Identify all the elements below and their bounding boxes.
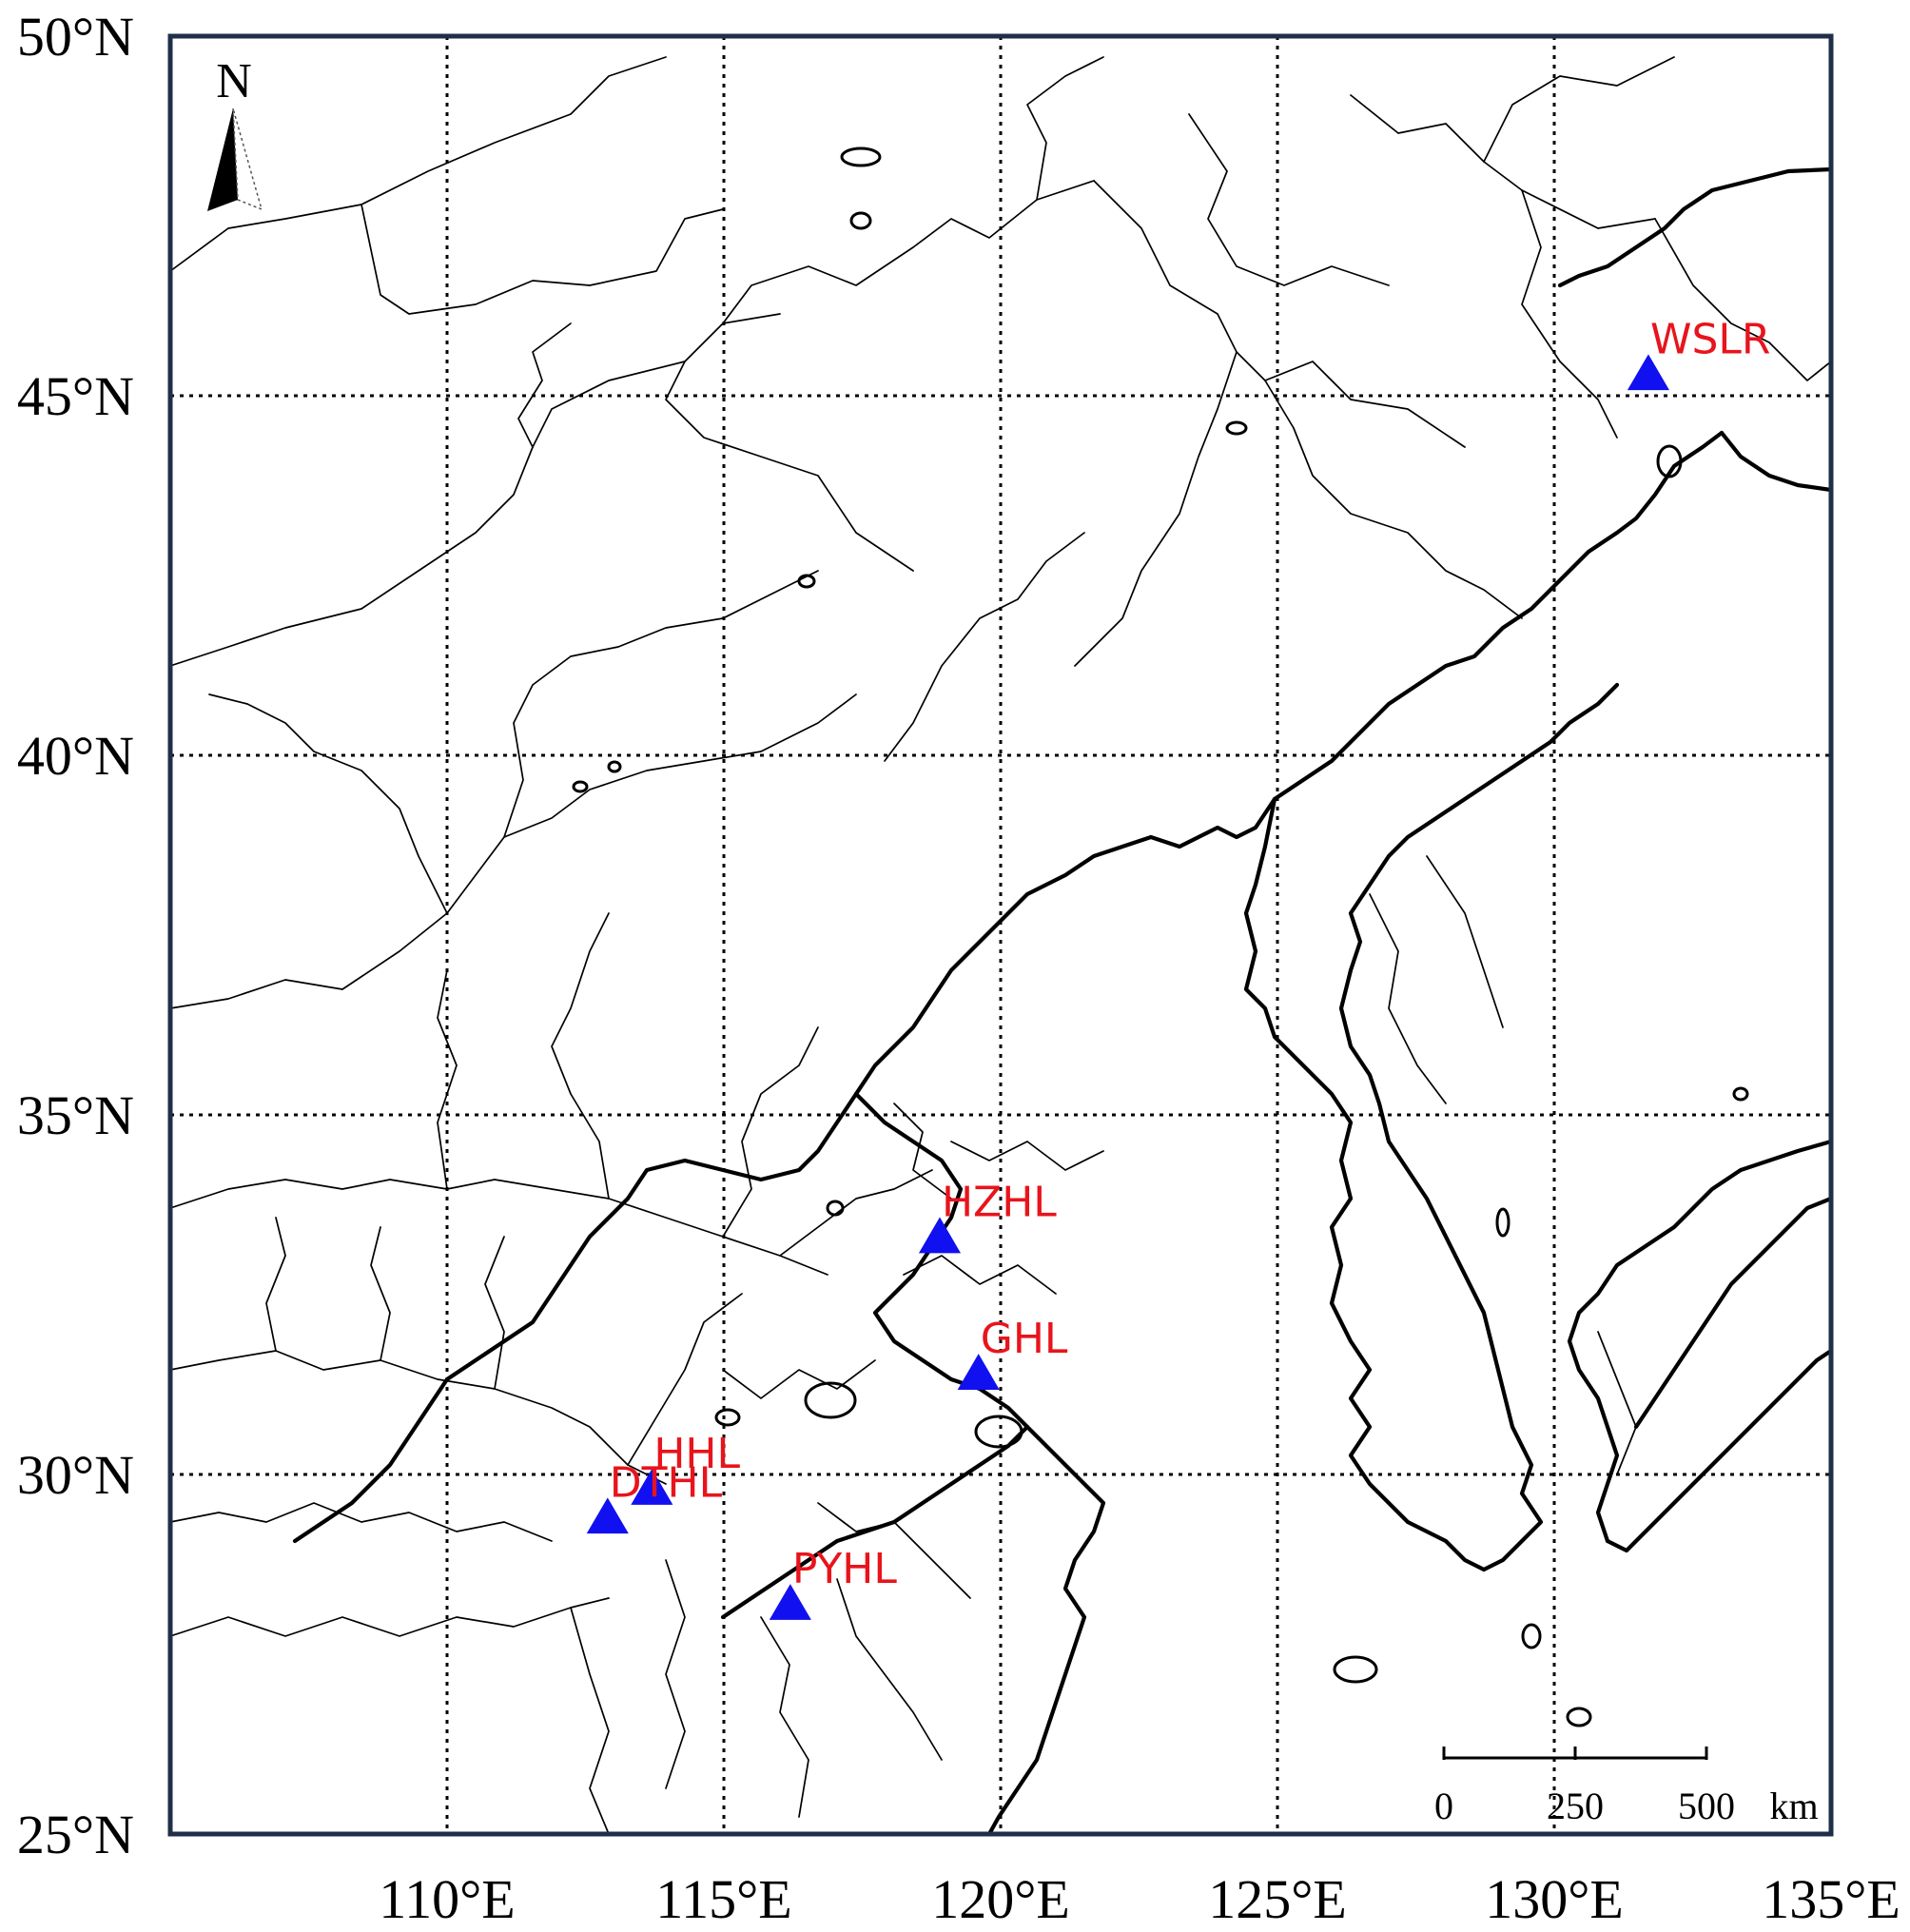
lon-tick-label: 110°E: [379, 1868, 515, 1930]
lat-tick-label: 25°N: [17, 1804, 134, 1865]
lat-tick-label: 40°N: [17, 725, 134, 787]
triangle-marker-icon: [586, 1497, 629, 1534]
north-arrow-icon: [207, 108, 238, 211]
site-label: WSLR: [1650, 315, 1771, 363]
north-arrow-shadow: [232, 107, 263, 211]
site-label: HZHL: [942, 1179, 1057, 1227]
north-arrow: N: [207, 54, 263, 211]
triangle-marker-icon: [918, 1217, 962, 1254]
site-label: GHL: [981, 1315, 1068, 1363]
scale-tick-250: 250: [1547, 1785, 1604, 1827]
site-label: DTHL: [610, 1458, 723, 1507]
rivers: [170, 56, 1831, 1834]
triangle-marker-icon: [769, 1584, 811, 1620]
scale-bar: 0 250 500 km: [1434, 1747, 1819, 1827]
map-content: [170, 36, 1831, 1834]
north-arrow-label: N: [216, 54, 252, 108]
site-hhl: HHL: [631, 1430, 741, 1505]
longitude-labels: 110°E 115°E 120°E 125°E 130°E 135°E: [379, 1868, 1900, 1930]
lon-tick-label: 130°E: [1485, 1868, 1624, 1930]
lon-tick-label: 115°E: [655, 1868, 791, 1930]
scale-tick-500: 500: [1678, 1785, 1735, 1827]
lakes-islands: [572, 146, 1749, 1727]
site-dthl: DTHL: [586, 1458, 723, 1534]
scale-unit: km: [1769, 1785, 1818, 1827]
triangle-marker-icon: [957, 1354, 1000, 1390]
coastlines: [292, 166, 1831, 1834]
lat-tick-label: 50°N: [17, 6, 134, 68]
site-pyhl: PYHL: [769, 1545, 898, 1620]
site-wslr: WSLR: [1627, 315, 1771, 391]
triangle-marker-icon: [631, 1469, 673, 1505]
lat-tick-label: 30°N: [17, 1444, 134, 1506]
site-hzhl: HZHL: [918, 1179, 1057, 1254]
scale-tick-0: 0: [1434, 1785, 1453, 1827]
graticule: [170, 36, 1831, 1834]
site-label: HHL: [653, 1430, 740, 1478]
lon-tick-label: 125°E: [1208, 1868, 1347, 1930]
lat-tick-label: 45°N: [17, 365, 134, 427]
site-ghl: GHL: [957, 1315, 1068, 1390]
latitude-labels: 50°N 45°N 40°N 35°N 30°N 25°N: [17, 6, 134, 1865]
site-label: PYHL: [792, 1545, 898, 1593]
lon-tick-label: 120°E: [931, 1868, 1070, 1930]
map-frame: [167, 33, 1834, 1837]
lat-tick-label: 35°N: [17, 1084, 134, 1146]
lon-tick-label: 135°E: [1762, 1868, 1900, 1930]
triangle-marker-icon: [1627, 354, 1669, 391]
